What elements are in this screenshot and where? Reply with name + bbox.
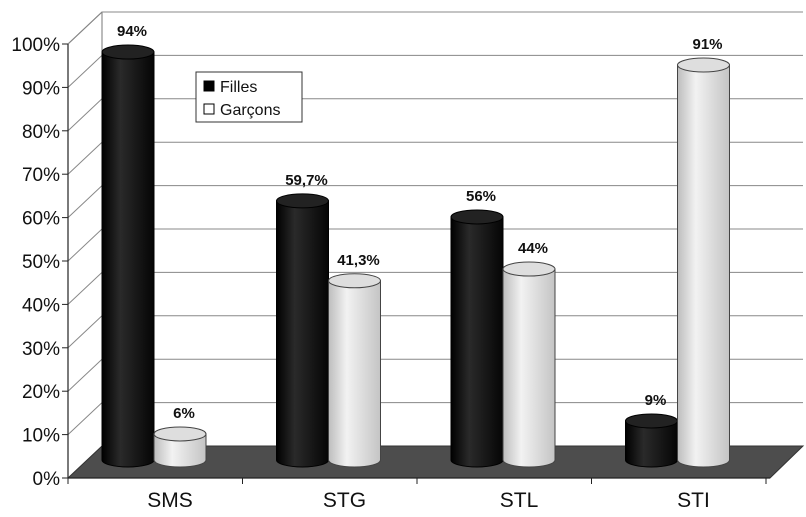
data-label: 6% [173, 405, 195, 422]
bars [101, 44, 730, 468]
legend-label-garcons: Garçons [220, 102, 280, 119]
bar-body [328, 280, 381, 468]
bar-garcons-stg [328, 273, 381, 468]
x-category-label: STG [323, 489, 366, 512]
data-labels: 94% 6% 59,7% 41,3% 56% 44% 9% 91% [117, 23, 723, 422]
bar-top [677, 57, 730, 73]
y-tick-label: 80% [22, 122, 60, 143]
y-tick-label: 0% [33, 469, 61, 490]
bar-top [328, 273, 381, 289]
legend-label-filles: Filles [220, 79, 257, 96]
y-tick-label: 30% [22, 339, 60, 360]
x-axis: SMS STG STL STI [67, 478, 767, 512]
bar-top [625, 413, 678, 429]
bar-top [153, 426, 207, 442]
data-label: 59,7% [285, 172, 328, 189]
data-label: 44% [518, 240, 548, 257]
bar-body [502, 268, 556, 468]
data-label: 9% [645, 392, 667, 409]
bar-garcons-stl [502, 261, 556, 468]
bar-body [276, 200, 329, 468]
y-tick-label: 20% [22, 382, 60, 403]
bar-body [101, 51, 155, 468]
legend-swatch-filles [203, 80, 215, 92]
y-tick-label: 90% [22, 78, 60, 99]
bar-top [502, 261, 556, 277]
bar-garcons-sms [153, 426, 207, 468]
data-label: 56% [466, 188, 496, 205]
y-tick-label: 100% [11, 35, 60, 56]
bar-body [677, 64, 730, 468]
bar-filles-stl [450, 209, 504, 468]
bar-body [625, 420, 678, 468]
y-tick-label: 40% [22, 295, 60, 316]
legend-swatch-garcons [203, 103, 215, 115]
gridline [67, 11, 803, 45]
bar-filles-sti [625, 413, 678, 468]
y-tick-label: 10% [22, 426, 60, 447]
bar-body [153, 433, 207, 468]
bar-garcons-sti [677, 57, 730, 468]
bar-top [101, 44, 155, 60]
x-category-label: STI [677, 489, 710, 512]
y-tick-label: 60% [22, 209, 60, 230]
data-label: 91% [692, 36, 722, 53]
legend: Filles Garçons [195, 71, 303, 123]
bar-filles-sms [101, 44, 155, 468]
y-axis: 0% 10% 20% 30% 40% 50% 60% 70% 80% 90% 100% [11, 35, 770, 490]
data-label: 94% [117, 23, 147, 40]
data-label: 41,3% [337, 252, 380, 269]
bar-top [276, 193, 329, 209]
bar-body [450, 216, 504, 468]
y-tick-label: 70% [22, 165, 60, 186]
bar-filles-stg [276, 193, 329, 468]
bar-top [450, 209, 504, 225]
x-category-label: SMS [147, 489, 193, 512]
y-tick-label: 50% [22, 252, 60, 273]
x-category-label: STL [500, 489, 539, 512]
